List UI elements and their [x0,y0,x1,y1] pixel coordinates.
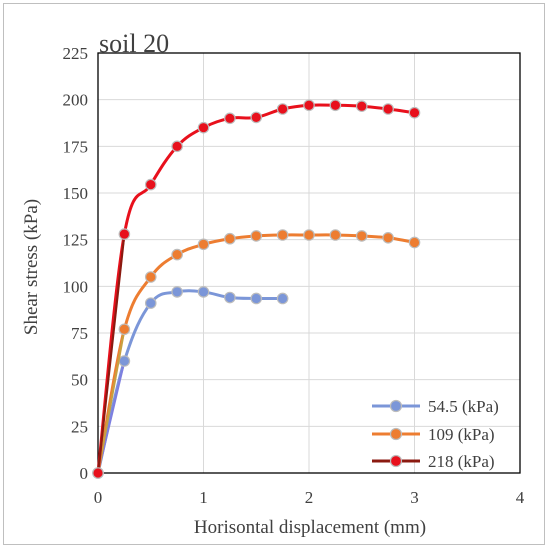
data-point [224,291,236,304]
x-tick-label: 1 [199,488,208,507]
data-point [118,228,131,240]
legend-label: 109 (kPa) [428,425,495,444]
data-point [276,229,289,241]
legend-marker [389,399,403,413]
data-point [197,121,210,134]
data-point [276,292,289,305]
data-point [171,248,183,261]
data-point [382,232,394,244]
data-point [144,297,157,309]
chart-title: soil 20 [99,29,169,58]
y-tick-label: 50 [71,371,88,390]
data-point [276,103,289,115]
data-point [250,111,263,124]
y-tick-label: 200 [63,91,89,110]
y-axis-title: Shear stress (kPa) [21,199,42,335]
data-point [250,230,263,242]
data-point [329,99,342,112]
y-tick-label: 175 [63,137,89,156]
data-point [303,99,315,112]
y-tick-label: 150 [63,184,89,203]
data-point [355,230,368,242]
data-point [197,238,210,251]
data-point [224,112,236,125]
plot-border [97,52,521,474]
tick-labels: 0 25 50 75 100 125 150 175 200 225 0 1 2 3 4 [63,44,525,507]
legend: 54.5 (kPa) 109 (kPa) 218 (kPa) [372,397,499,471]
series-line [96,233,415,474]
x-axis-title: Horisontal displacement (mm) [194,517,426,538]
data-point [408,106,421,119]
data-point [303,229,315,241]
chart-svg: 0 25 50 75 100 125 150 175 200 225 0 1 2 3 4 soil 20 H… [21,29,525,538]
data-point [171,140,183,153]
data-point [224,232,236,245]
series-2 [92,229,421,479]
x-tick-label: 0 [94,488,103,507]
series-3 [92,99,421,479]
data-point [118,355,131,367]
data-point [355,100,368,112]
y-tick-label: 125 [63,231,89,250]
series-line [96,103,415,474]
series-initial-segment [96,329,126,474]
y-tick-label: 225 [63,44,89,63]
data-point [118,323,131,336]
data-point [408,236,421,249]
y-tick-label: 0 [80,464,89,483]
data-point [250,292,263,305]
data-point [92,467,104,479]
data-point [329,229,342,241]
series-group [92,99,421,479]
data-point [144,178,157,191]
data-point [144,271,157,283]
y-tick-label: 100 [63,277,89,296]
x-tick-label: 3 [410,488,419,507]
data-point [171,286,183,298]
legend-marker [389,427,403,441]
data-point [197,286,210,298]
x-tick-label: 4 [516,488,525,507]
series-initial-segment [96,233,126,474]
legend-label: 218 (kPa) [428,452,495,471]
chart-area: 0 25 50 75 100 125 150 175 200 225 0 1 2 3 4 soil 20 H… [3,3,545,545]
legend-marker [389,454,403,468]
data-point [382,103,394,115]
y-tick-label: 25 [71,417,88,436]
axes [97,52,521,474]
x-tick-label: 2 [305,488,314,507]
y-tick-label: 75 [71,324,88,343]
series-line [96,289,283,474]
series-1 [92,286,289,479]
legend-label: 54.5 (kPa) [428,397,499,416]
